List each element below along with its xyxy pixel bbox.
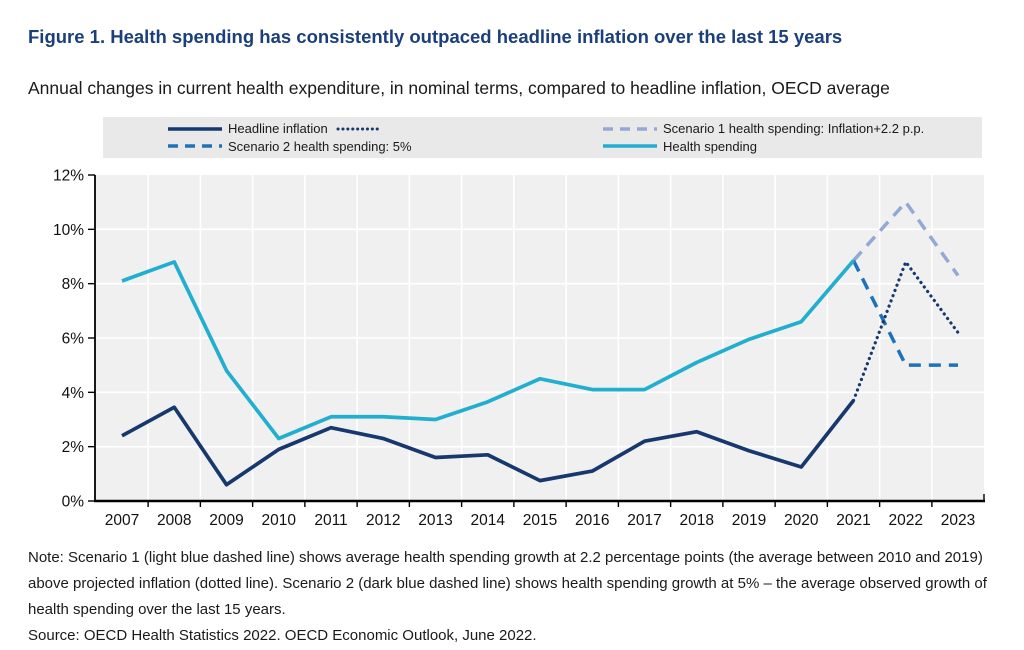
dashed-line-icon xyxy=(168,144,222,148)
x-tick-label: 2011 xyxy=(314,512,347,529)
x-tick-label: 2018 xyxy=(680,512,714,529)
chart-legend: Headline inflation Scenario 2 health spe… xyxy=(103,117,982,158)
x-tick-label: 2021 xyxy=(836,512,870,529)
x-tick-label: 2015 xyxy=(523,512,557,529)
solid-line-icon xyxy=(603,144,657,148)
series-health-spending xyxy=(121,259,855,441)
note-text: Note: Scenario 1 (light blue dashed line… xyxy=(28,549,987,618)
legend-item-scenario2: Scenario 2 health spending: 5% xyxy=(167,138,412,156)
x-tick-label: 2012 xyxy=(366,512,400,529)
source-text: Source: OECD Health Statistics 2022. OEC… xyxy=(28,627,537,644)
legend-label: Scenario 1 health spending: Inflation+2.… xyxy=(663,121,925,137)
x-tick-label: 2009 xyxy=(209,512,243,529)
x-tick-label: 2013 xyxy=(418,512,452,529)
x-tick-label: 2010 xyxy=(262,512,297,529)
series-scenario-2-health-spending-5 xyxy=(851,259,958,367)
legend-item-health-spending: Health spending xyxy=(602,138,924,156)
chart-canvas: 0% 2% 4% 6% 8% 10% 12% 2007 2008 2009 2010 2011 2012… xyxy=(53,168,985,529)
legend-label: Scenario 2 health spending: 5% xyxy=(228,138,412,154)
x-tick-label: 2019 xyxy=(732,512,766,529)
y-tick-label: 6% xyxy=(62,331,85,348)
dotted-line-icon xyxy=(336,127,383,131)
figure-notes: Note: Scenario 1 (light blue dashed line… xyxy=(28,545,1024,649)
x-tick-label: 2017 xyxy=(627,512,661,529)
legend-column-right: Scenario 1 health spending: Inflation+2.… xyxy=(602,120,924,155)
x-tick-label: 2014 xyxy=(471,512,506,529)
y-tick-label: 12% xyxy=(53,168,84,185)
x-tick-label: 2007 xyxy=(105,512,139,529)
figure-title: Figure 1. Health spending has consistent… xyxy=(28,26,843,48)
x-tick-label: 2008 xyxy=(157,512,191,529)
y-tick-label: 2% xyxy=(62,439,85,456)
series-scenario-1-health-spending-inflation-2-2-p-p xyxy=(852,200,960,277)
dashed-line-icon xyxy=(603,127,657,131)
chart-area: 0% 2% 4% 6% 8% 10% 12% 2007 2008 2009 2010 2011 2012… xyxy=(0,163,1024,545)
x-tick-label: 2023 xyxy=(941,512,975,529)
solid-line-icon xyxy=(168,127,222,131)
series-headline-inflation xyxy=(121,399,855,487)
legend-label: Health spending xyxy=(663,138,757,154)
y-tick-label: 10% xyxy=(53,222,84,239)
x-tick-label: 2022 xyxy=(889,512,923,529)
legend-item-headline-inflation: Headline inflation xyxy=(167,120,412,138)
figure-subtitle: Annual changes in current health expendi… xyxy=(28,77,890,98)
legend-label: Headline inflation xyxy=(228,121,328,137)
series-headline-inflation-projected-dotted xyxy=(851,260,960,403)
x-tick-label: 2020 xyxy=(784,512,819,529)
x-tick-label: 2016 xyxy=(575,512,609,529)
y-tick-label: 4% xyxy=(62,385,85,402)
legend-column-left: Headline inflation Scenario 2 health spe… xyxy=(167,120,412,155)
legend-item-scenario1: Scenario 1 health spending: Inflation+2.… xyxy=(602,120,924,138)
y-tick-label: 0% xyxy=(62,494,85,511)
y-tick-label: 8% xyxy=(62,276,85,293)
